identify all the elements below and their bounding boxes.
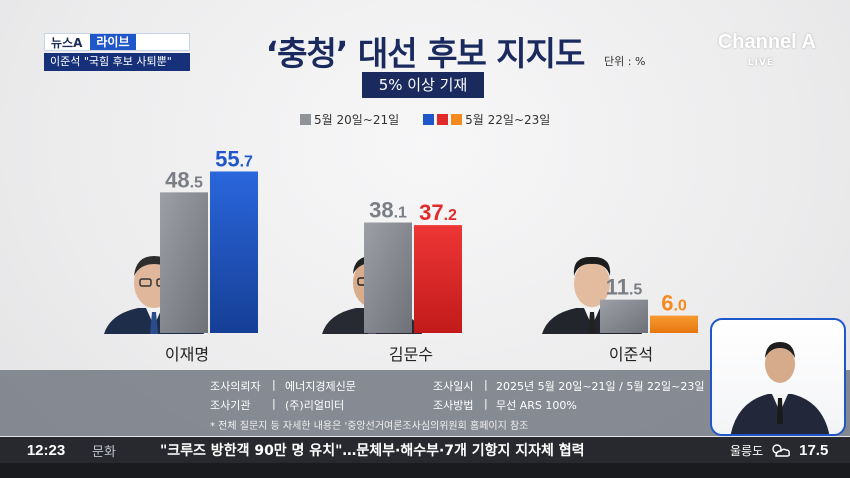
sign-language-window <box>710 318 846 436</box>
survey-client-label: 조사의뢰자 <box>210 380 261 393</box>
ticker-headline: "크루즈 방한객 90만 명 유치"…문체부·해수부·7개 기항지 지자체 협력 <box>160 443 585 459</box>
chart-title: ‘충청’ 대선 후보 지지도 <box>265 34 586 73</box>
weather-temperature: 17.5 <box>799 441 829 459</box>
category-label-2: 김문수 <box>388 345 434 364</box>
news-brand-label: 뉴스A <box>51 35 83 50</box>
survey-date-label: 조사일시 <box>433 380 474 393</box>
bar-series1-1 <box>160 192 208 333</box>
divider: | <box>272 378 276 391</box>
value-label-series1-2: 38.1 <box>369 198 407 223</box>
bar-series1-2 <box>364 222 412 333</box>
divider: | <box>484 397 488 410</box>
weather-place: 울릉도 <box>730 443 764 458</box>
weather-info: 울릉도 17.5 <box>730 442 850 459</box>
chart-subtitle: 5% 이상 기재 <box>362 72 484 98</box>
survey-date-value: 2025년 5월 20일~21일 / 5월 22일~23일 <box>496 380 705 393</box>
legend-label-series1: 5월 20일~21일 <box>314 113 400 127</box>
partly-cloudy-icon <box>772 444 791 457</box>
value-label-series1-1: 48.5 <box>165 167 203 192</box>
chart-legend: 5월 20일~21일 5월 22일~23일 <box>300 111 550 128</box>
survey-agency-value: (주)리얼미터 <box>285 399 345 412</box>
value-label-series1-3: 11.5 <box>606 275 643 300</box>
survey-agency-label: 조사기관 <box>210 399 251 412</box>
bar-series2-3 <box>650 315 698 333</box>
bar-series2-1 <box>210 171 258 333</box>
legend-swatch-series2-blue <box>423 114 435 125</box>
legend-swatch-series2-red <box>437 114 449 125</box>
news-ticker: 12:23 문화 "크루즈 방한객 90만 명 유치"…문체부·해수부·7개 기… <box>0 437 850 463</box>
category-label-1: 이재명 <box>164 345 210 364</box>
unit-label: 단위 : % <box>604 55 646 68</box>
survey-method-label: 조사방법 <box>433 399 474 412</box>
headline-strap: 이준석 "국힘 후보 사퇴뿐" <box>44 53 190 71</box>
value-label-series2-3: 6.0 <box>661 291 687 316</box>
news-brand-box: 뉴스A 라이브 <box>44 33 190 51</box>
bar-series2-2 <box>414 225 462 333</box>
ticker-time: 12:23 <box>26 441 66 459</box>
value-label-series2-2: 37.2 <box>419 200 457 225</box>
survey-client-value: 에너지경제신문 <box>285 380 356 393</box>
divider: | <box>484 378 488 391</box>
value-label-series2-1: 55.7 <box>215 146 253 171</box>
legend-swatch-series2-orange <box>451 114 463 125</box>
legend-label-series2: 5월 22일~23일 <box>465 113 551 127</box>
survey-info-band <box>0 370 850 436</box>
legend-swatch-series1 <box>300 114 311 125</box>
bottom-strip <box>0 463 850 478</box>
category-label-3: 이준석 <box>608 345 654 364</box>
survey-note: * 전체 질문지 등 자세한 내용은 '중앙선거여론조사심의위원회 홈페이지 참… <box>210 421 529 432</box>
channel-logo: Channel A <box>717 31 816 53</box>
channel-live-label: LIVE <box>747 58 774 68</box>
bar-series1-3 <box>600 299 648 333</box>
ticker-category: 문화 <box>92 444 116 460</box>
live-badge: 라이브 <box>90 34 136 50</box>
divider: | <box>272 397 276 410</box>
interpreter-figure <box>730 342 830 434</box>
survey-method-value: 무선 ARS 100% <box>496 399 577 412</box>
